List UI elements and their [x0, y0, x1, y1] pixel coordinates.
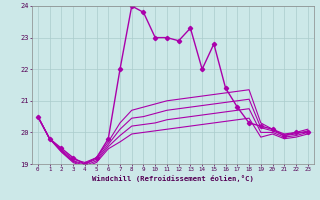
- X-axis label: Windchill (Refroidissement éolien,°C): Windchill (Refroidissement éolien,°C): [92, 175, 254, 182]
